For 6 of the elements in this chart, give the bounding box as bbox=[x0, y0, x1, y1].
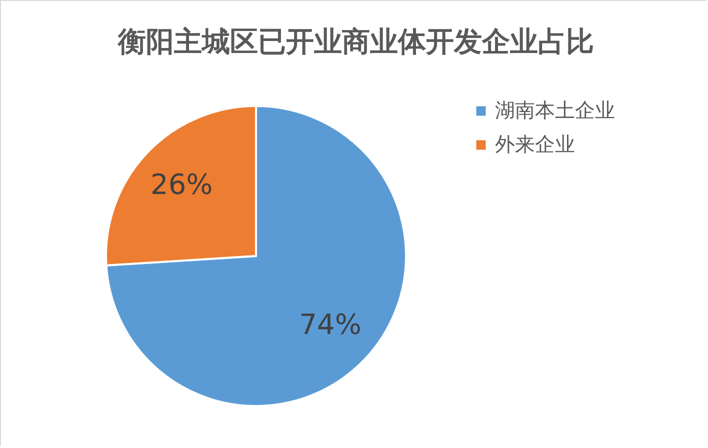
legend-label: 湖南本土企业 bbox=[495, 98, 615, 122]
pie-slice bbox=[105, 105, 407, 407]
chart-title: 衡阳主城区已开业商业体开发企业占比 bbox=[117, 25, 594, 58]
legend-label: 外来企业 bbox=[495, 132, 575, 156]
data-label: 26% bbox=[150, 168, 213, 202]
data-label: 74% bbox=[299, 308, 362, 341]
